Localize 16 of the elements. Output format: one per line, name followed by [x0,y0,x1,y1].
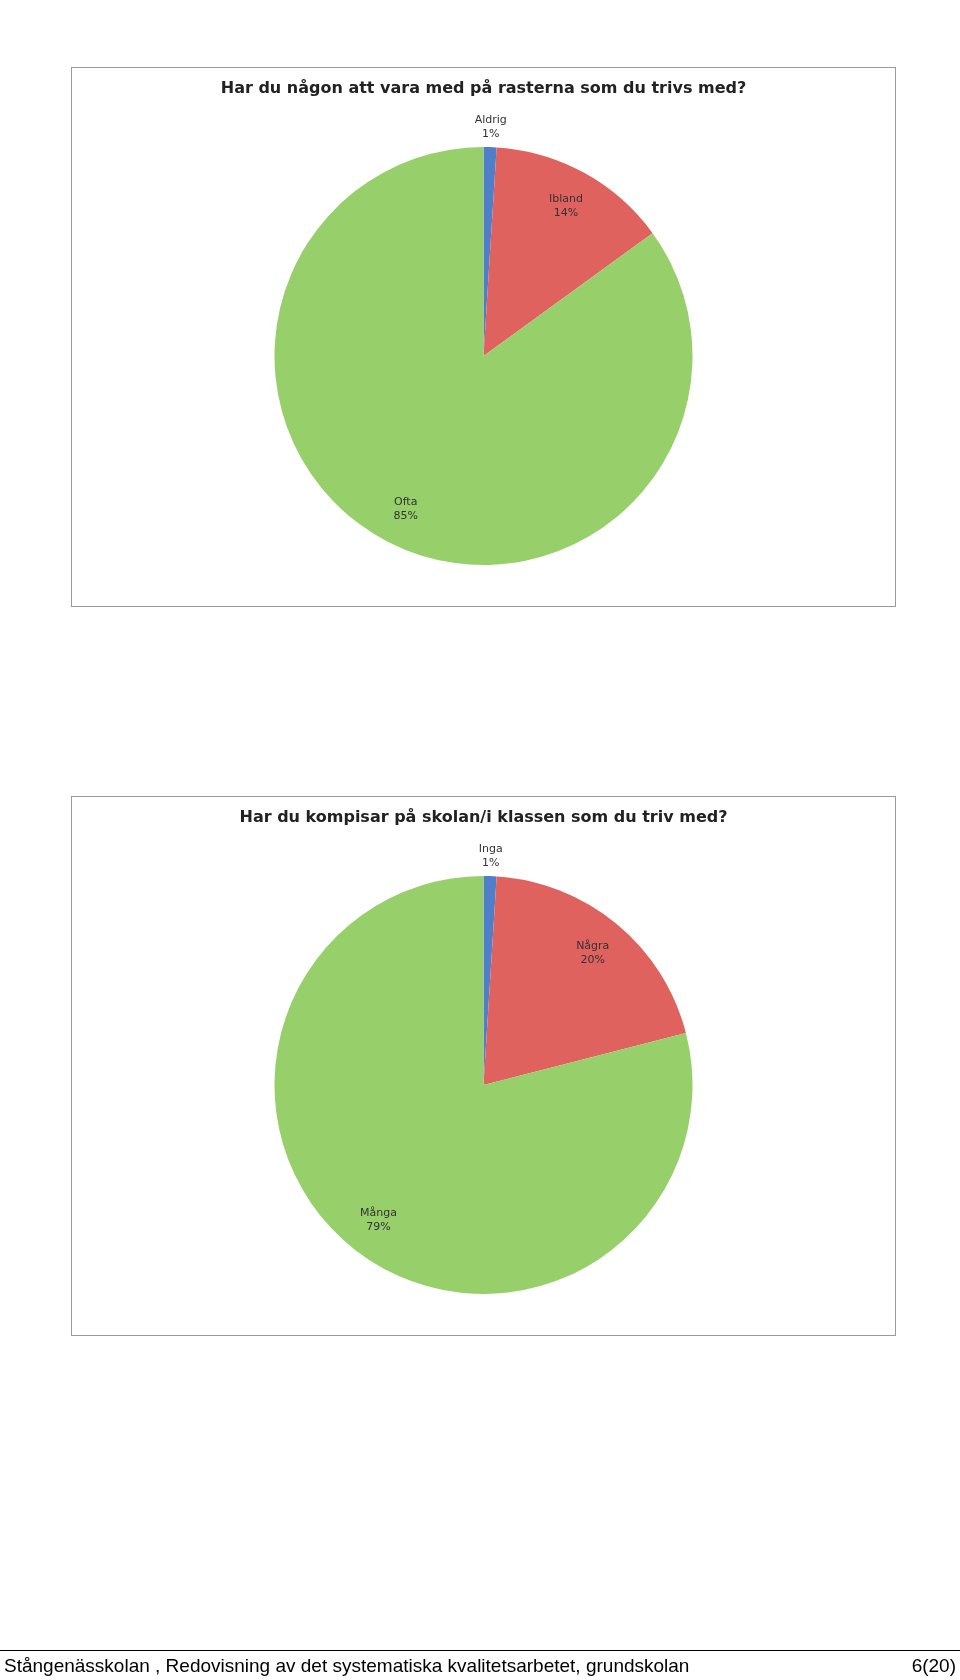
data-label: 14% [553,205,579,219]
slice-label: Några [576,938,610,952]
data-label: 20% [580,952,605,966]
text: 6(20) [911,1655,956,1677]
chart-title: Har du kompisar på skolan/i klassen som du triv med? [238,807,729,826]
slice-label: Ofta [393,494,418,508]
text: Stångenässkolan , Redovisning av det systematiska kvalitetsarbetet, grundskolan [4,1655,690,1677]
slice-label: Ibland [549,191,584,205]
data-label: 79% [366,1220,391,1234]
chart-title: Har du någon att vara med på rasterna som du trivs med? [219,78,748,97]
data-label: 1% [481,855,500,869]
slice-label: Inga [478,841,503,855]
data-label: 1% [481,126,500,140]
data-label: 85% [393,508,418,522]
slice-label: Aldrig [474,112,507,126]
slice-label: Många [359,1206,397,1220]
